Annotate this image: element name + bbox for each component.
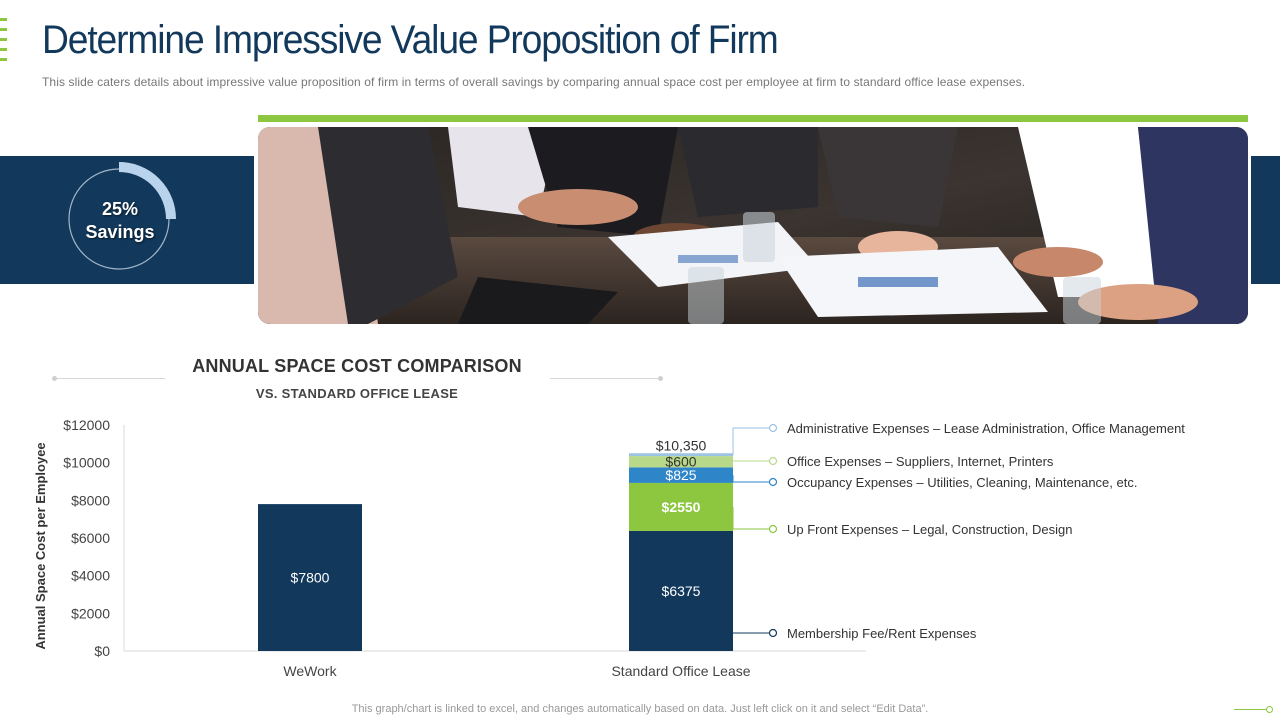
savings-label: Savings	[85, 222, 155, 242]
legend-entry: Office Expenses – Suppliers, Internet, P…	[787, 454, 1054, 469]
left-navy-band	[0, 156, 254, 284]
y-tick-label: $0	[94, 643, 110, 659]
footer-rule	[1234, 709, 1268, 710]
right-navy-band	[1251, 156, 1280, 284]
bar-wework	[258, 504, 362, 651]
bar-segment	[629, 456, 733, 468]
page-subtitle: This slide caters details about impressi…	[42, 75, 1026, 89]
meeting-photo	[258, 127, 1248, 324]
savings-percent: 25%	[101, 199, 139, 219]
data-label-segment: $600	[665, 454, 696, 470]
legend-entry: Administrative Expenses – Lease Administ…	[787, 421, 1185, 436]
footer-note: This graph/chart is linked to excel, and…	[351, 703, 929, 715]
legend-connector	[732, 475, 770, 483]
title-rule-left	[55, 378, 165, 379]
legend-marker	[768, 524, 778, 534]
title-rule-right-dot	[658, 376, 663, 381]
y-tick-label: $4000	[71, 568, 110, 584]
legend-marker	[768, 456, 778, 466]
y-tick-label: $10000	[63, 455, 110, 471]
bar-segment	[629, 453, 733, 457]
total-label-standard: $10,350	[656, 437, 707, 453]
footer-dot	[1266, 706, 1273, 713]
y-axis-label: Annual Space Cost per Employee	[33, 442, 48, 649]
corner-decoration	[0, 18, 12, 68]
bar-segment	[629, 482, 733, 531]
bar-segment	[629, 467, 733, 483]
data-label-segment: $825	[665, 467, 696, 483]
chart-title: ANNUAL SPACE COST COMPARISON	[192, 356, 522, 376]
y-tick-label: $12000	[63, 417, 110, 433]
title-rule-left-dot	[52, 376, 57, 381]
y-tick-label: $8000	[71, 492, 110, 508]
title-rule-right	[550, 378, 660, 379]
page-title: Determine Impressive Value Proposition o…	[42, 18, 779, 62]
legend-connector	[732, 506, 770, 530]
savings-label-group: 25% Savings	[70, 198, 170, 244]
data-label-wework: $7800	[291, 570, 330, 586]
chart-subtitle: VS. STANDARD OFFICE LEASE	[255, 386, 459, 401]
legend-marker	[768, 628, 778, 638]
y-tick-label: $2000	[71, 605, 110, 621]
green-accent-bar	[258, 115, 1248, 122]
data-label-segment: $6375	[662, 583, 701, 599]
legend-entry: Occupancy Expenses – Utilities, Cleaning…	[787, 475, 1137, 490]
legend-entry: Membership Fee/Rent Expenses	[787, 626, 977, 641]
legend-marker	[768, 423, 778, 433]
y-tick-label: $6000	[71, 530, 110, 546]
legend-marker	[768, 477, 778, 487]
bar-segment	[629, 530, 733, 651]
x-tick-label: Standard Office Lease	[611, 663, 750, 679]
data-label-segment: $2550	[662, 499, 701, 515]
x-tick-label: WeWork	[283, 663, 337, 679]
legend-connector	[732, 427, 770, 456]
legend-entry: Up Front Expenses – Legal, Construction,…	[787, 522, 1072, 537]
savings-ring	[68, 162, 176, 270]
